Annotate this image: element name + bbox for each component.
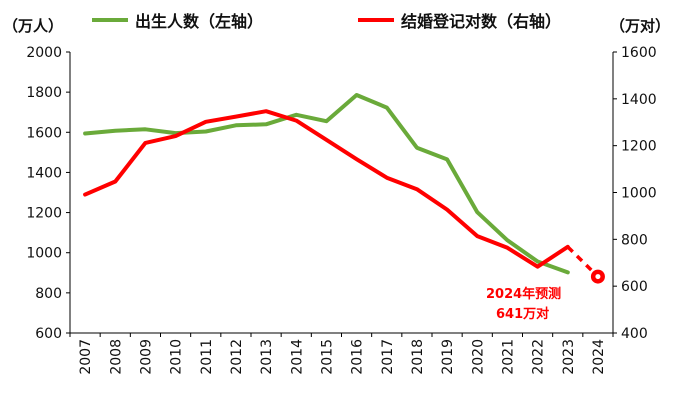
x-tick-label: 2014 [289, 339, 305, 375]
x-tick-label: 2024 [591, 339, 607, 375]
right-tick-label: 1400 [621, 92, 657, 108]
births-series-line [83, 93, 570, 275]
left-tick-label: 1400 [26, 165, 62, 181]
right-tick-label: 400 [621, 326, 648, 342]
left-tick-label: 1600 [26, 125, 62, 141]
left-tick-label: 2000 [26, 45, 62, 61]
marriages-forecast-point-center [595, 274, 601, 280]
right-tick-label: 1600 [621, 45, 657, 61]
right-axis-unit: （万对） [610, 17, 670, 35]
x-tick-label: 2007 [78, 339, 94, 375]
legend: 出生人数（左轴） 结婚登记对数（右轴） [92, 12, 561, 31]
x-tick-label: 2012 [229, 339, 245, 375]
legend-label-marriages: 结婚登记对数（右轴） [400, 12, 561, 31]
left-tick-label: 1200 [26, 206, 62, 222]
x-tick-label: 2009 [138, 339, 154, 375]
x-tick-label: 2013 [259, 339, 275, 375]
forecast-annotation-line1: 2024年预测 [486, 286, 561, 302]
x-tick-label: 2020 [470, 339, 486, 375]
left-axis-ticks: 600 800 1000 1200 1400 1600 1800 2000 [26, 45, 70, 342]
x-tick-label: 2008 [108, 339, 124, 375]
left-tick-label: 800 [35, 286, 62, 302]
right-tick-label: 600 [621, 279, 648, 295]
x-tick-label: 2016 [350, 339, 366, 375]
right-tick-label: 1000 [621, 186, 657, 202]
x-tick-label: 2017 [380, 339, 396, 375]
x-tick-label: 2021 [500, 339, 516, 375]
left-axis-unit: （万人） [3, 17, 63, 35]
left-tick-label: 600 [35, 326, 62, 342]
series-layer [83, 93, 605, 284]
x-tick-label: 2018 [410, 339, 426, 375]
left-tick-label: 1800 [26, 85, 62, 101]
x-tick-label: 2023 [561, 339, 577, 375]
x-tick-label: 2022 [531, 339, 547, 375]
x-tick-label: 2019 [440, 339, 456, 375]
right-tick-label: 800 [621, 232, 648, 248]
x-tick-label: 2015 [319, 339, 335, 375]
x-tick-label: 2011 [199, 339, 215, 375]
right-axis-ticks: 400 600 800 1000 1200 1400 1600 [613, 45, 657, 342]
x-axis-ticks: 2007 2008 2009 2010 2011 2012 2013 2014 2015 2016… [69, 333, 614, 375]
forecast-annotation-line2: 641万对 [496, 306, 549, 322]
right-tick-label: 1200 [621, 139, 657, 155]
left-tick-label: 1000 [26, 246, 62, 262]
legend-label-births: 出生人数（左轴） [135, 12, 263, 31]
marriages-series-line [83, 109, 570, 269]
x-tick-label: 2010 [169, 339, 185, 375]
